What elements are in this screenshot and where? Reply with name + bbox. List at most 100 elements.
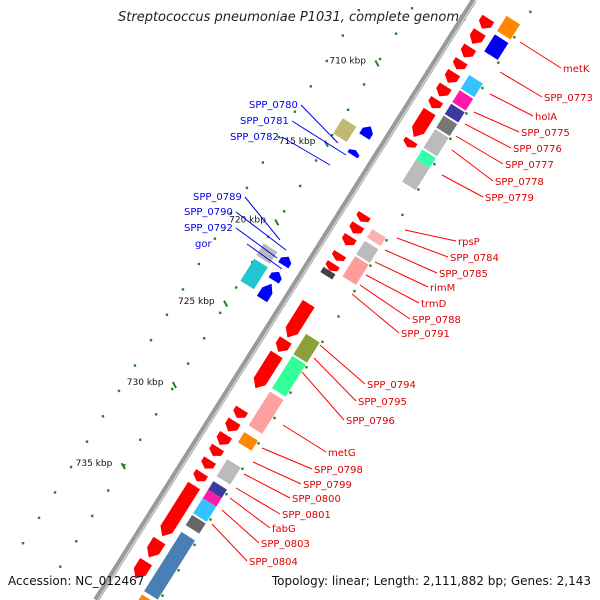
forward-gene [403, 136, 418, 148]
track-dot [155, 413, 158, 416]
track-dot [101, 415, 105, 418]
track-dot [293, 110, 297, 113]
track-dot [277, 135, 281, 139]
left-gene-label: SPP_0781 [240, 116, 289, 127]
track-dot [186, 362, 190, 365]
right-gene-label: rpsP [458, 237, 480, 248]
label-leader [441, 174, 484, 198]
track-dot [133, 364, 137, 367]
feature-shape [216, 459, 241, 485]
track-dot [229, 212, 233, 215]
feature-shape [423, 129, 449, 157]
forward-gene [193, 469, 209, 482]
label-leader [464, 123, 512, 149]
feature-shape [285, 299, 315, 338]
feature-shape [320, 266, 336, 280]
feature-block [272, 355, 306, 397]
forward-gene [209, 443, 225, 456]
feature-shape [496, 15, 521, 40]
feature-shape [293, 333, 320, 363]
feature-shape [366, 229, 386, 247]
feature-shape [452, 57, 468, 70]
track-dot [513, 36, 516, 39]
feature-block [342, 256, 369, 285]
label-leader [519, 41, 562, 69]
tick-mark [171, 381, 177, 389]
right-gene-label: SPP_0788 [412, 315, 461, 326]
track-dot [91, 514, 94, 518]
label-leader [246, 243, 283, 270]
reverse-gene [268, 271, 282, 284]
right-gene-label: metG [328, 448, 356, 459]
right-gene-label: SPP_0785 [439, 269, 488, 280]
track-dot [170, 387, 174, 391]
right-gene-label: SPP_0784 [450, 253, 499, 264]
feature-shape [248, 391, 284, 434]
label-leader [489, 93, 534, 117]
feature-shape [237, 432, 258, 451]
track-dot [341, 34, 345, 37]
forward-gene [253, 350, 283, 389]
left-gene-label: gor [195, 239, 212, 250]
feature-shape [208, 481, 227, 499]
feature-block [402, 159, 430, 191]
left-gene-label: SPP_0780 [249, 100, 298, 111]
label-leader [211, 523, 248, 562]
track-dot [209, 518, 212, 521]
track-dot [330, 133, 334, 137]
right-gene-label: SPP_0773 [544, 93, 593, 104]
forward-gene [216, 431, 233, 445]
feature-block [423, 129, 449, 157]
track-dot [481, 86, 484, 90]
feature-block [333, 118, 357, 143]
feature-shape [272, 355, 306, 397]
track-dot [193, 543, 196, 547]
track-dot [309, 85, 313, 88]
track-dot [69, 465, 73, 469]
feature-shape [333, 118, 357, 143]
feature-block [240, 258, 268, 290]
feature-shape [356, 240, 379, 263]
feature-shape [359, 126, 373, 140]
feature-shape [342, 256, 369, 285]
label-leader [455, 135, 504, 165]
forward-gene [412, 107, 436, 137]
tick-label: 730 kbp [127, 378, 164, 388]
forward-gene [233, 405, 249, 418]
right-gene-label: SPP_0775 [521, 128, 570, 139]
track-dot [257, 442, 260, 445]
right-gene-label: trmD [421, 299, 447, 310]
label-leader [374, 261, 429, 288]
feature-block [484, 34, 509, 60]
feature-shape [278, 256, 292, 269]
label-leader [365, 274, 420, 304]
forward-gene [469, 28, 486, 44]
right-gene-label: SPP_0798 [314, 465, 363, 476]
track-dot [369, 264, 372, 267]
track-dot [325, 59, 329, 63]
feature-shape [460, 43, 477, 58]
track-dot [261, 161, 265, 164]
label-leader [499, 71, 543, 98]
feature-block [216, 459, 241, 485]
right-gene-label: SPP_0796 [346, 416, 395, 427]
label-leader [252, 461, 302, 485]
track-dot [53, 491, 57, 494]
track-dot [305, 366, 308, 369]
feature-shape [256, 283, 273, 303]
feature-block [144, 531, 195, 600]
right-gene-label: SPP_0791 [401, 329, 450, 340]
feature-shape [144, 531, 195, 600]
track-dot [273, 416, 276, 420]
feature-shape [402, 159, 430, 191]
feature-shape [460, 75, 483, 98]
left-gene-label: SPP_0789 [193, 192, 242, 203]
feature-shape [209, 443, 225, 456]
track-dot [449, 137, 452, 140]
feature-shape [240, 258, 268, 290]
feature-shape [349, 221, 365, 234]
track-dot [218, 311, 222, 315]
right-gene-label: SPP_0801 [282, 510, 331, 521]
